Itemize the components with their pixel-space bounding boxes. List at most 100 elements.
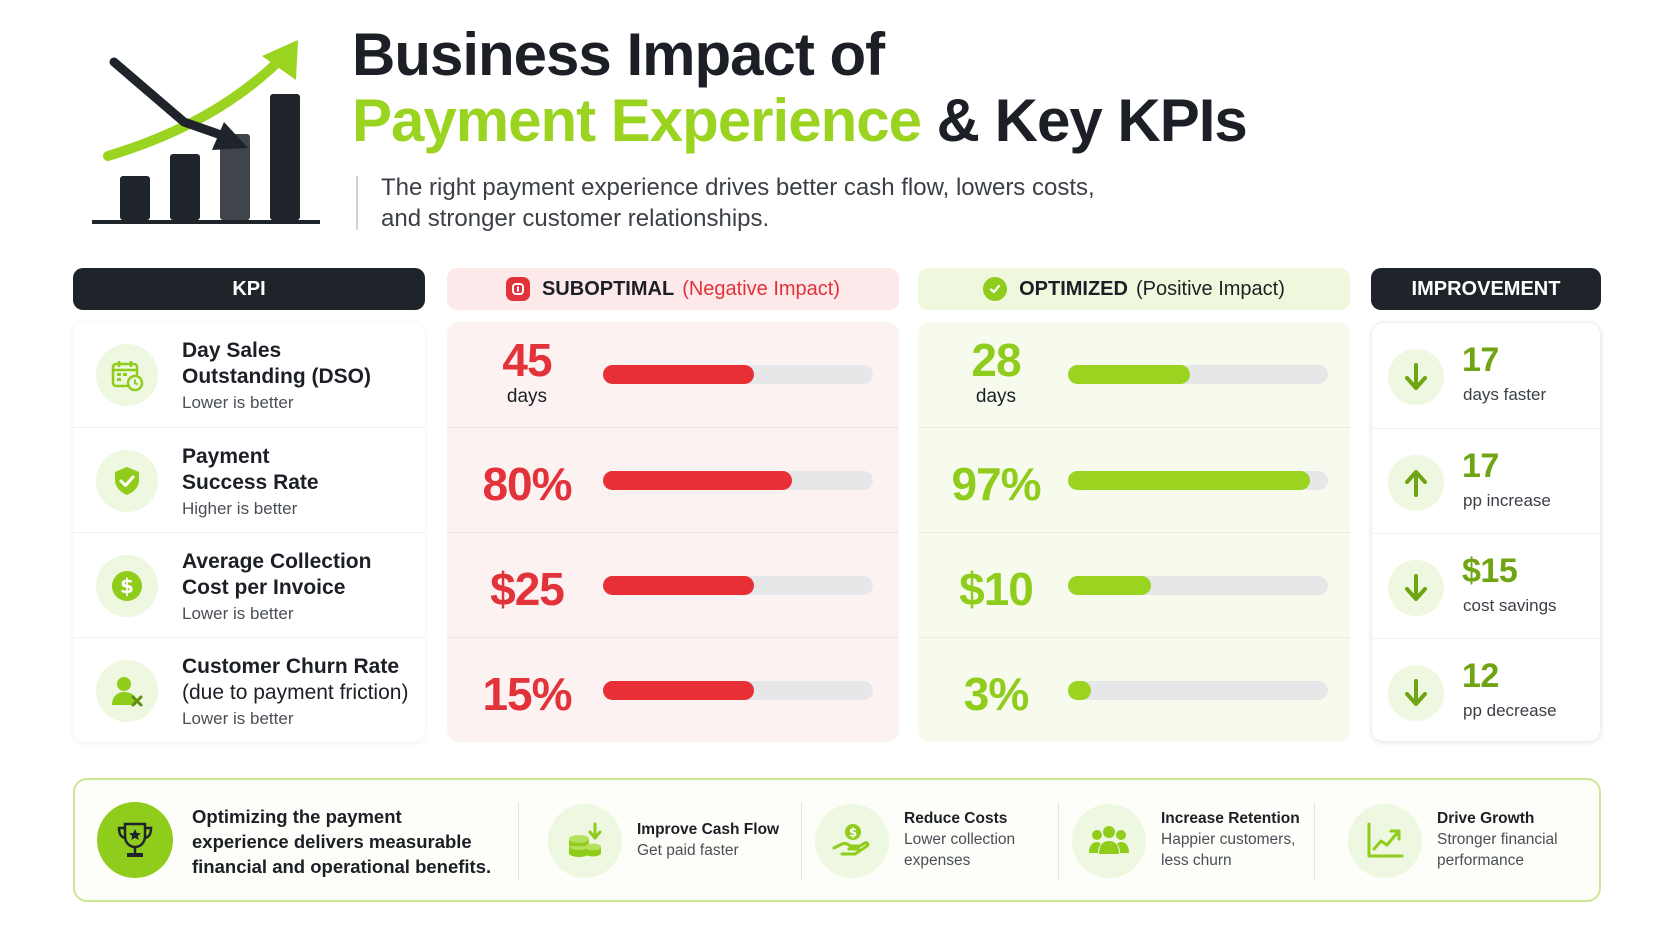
suboptimal-row: 45 days [447, 322, 899, 427]
dollar-icon: $ [96, 555, 158, 617]
kpi-row: Payment Success Rate Higher is better [73, 427, 425, 532]
suboptimal-bar-fill [603, 576, 755, 595]
suboptimal-value: $25 [490, 563, 565, 615]
kpi-column: Day Sales Outstanding (DSO) Lower is bet… [73, 322, 425, 742]
kpi-row: $ Average Collection Cost per Invoice Lo… [73, 532, 425, 637]
svg-text:$: $ [120, 574, 134, 598]
benefit-title: Drive Growth [1437, 810, 1535, 827]
suboptimal-value: 45 [502, 334, 552, 386]
column-header-optimized-note: (Positive Impact) [1135, 277, 1285, 300]
column-header-suboptimal-note: (Negative Impact) [682, 277, 841, 300]
column-header-kpi: KPI [73, 268, 425, 310]
kpi-name-line-2: Success Rate [182, 471, 319, 494]
benefits-footer: Optimizing the payment experience delive… [73, 778, 1601, 902]
suboptimal-bar-track [603, 365, 873, 384]
optimized-bar-track [1068, 471, 1328, 490]
optimized-bar-track [1068, 681, 1328, 700]
subtitle-line-2: and stronger customer relationships. [381, 205, 770, 232]
kpi-name-line-2: Cost per Invoice [182, 576, 346, 599]
benefit-title: Reduce Costs [904, 810, 1008, 827]
kpi-row: Day Sales Outstanding (DSO) Lower is bet… [73, 322, 425, 427]
suboptimal-value: 80% [482, 458, 572, 510]
improvement-value: $15 [1462, 552, 1518, 590]
optimized-unit: days [975, 386, 1017, 407]
improvement-column: 17 days faster 17 pp increase $15 cost s… [1371, 322, 1601, 742]
suboptimal-unit: days [506, 386, 548, 407]
subtitle-divider [356, 176, 358, 230]
footer-lead-text: Optimizing the payment experience delive… [192, 804, 502, 879]
optimized-bar-track [1068, 576, 1328, 595]
suboptimal-row: 80% [447, 427, 899, 532]
arrow-down-icon [1388, 349, 1444, 405]
kpi-direction: Higher is better [182, 499, 298, 518]
svg-text:$: $ [849, 826, 857, 840]
benefit-improve-cash-flow: Improve Cash Flow Get paid faster [548, 802, 788, 882]
growth-chart-hero-icon [92, 40, 320, 224]
title-rest: & Key KPIs [936, 87, 1248, 154]
optimized-bar-track [1068, 365, 1328, 384]
suboptimal-bar-track [603, 576, 873, 595]
column-header-suboptimal-label: SUBOPTIMAL [541, 277, 675, 300]
optimized-row: 28 days [918, 322, 1350, 427]
arrow-down-icon [1388, 560, 1444, 616]
people-icon [1072, 804, 1146, 878]
improvement-note: pp decrease [1463, 701, 1557, 720]
kpi-direction: Lower is better [182, 709, 294, 728]
suboptimal-bar-fill [603, 365, 755, 384]
arrow-up-icon [1388, 455, 1444, 511]
optimized-value: 28 [971, 334, 1021, 386]
benefit-text: Increase Retention Happier customers, le… [1161, 808, 1311, 871]
kpi-direction: Lower is better [182, 393, 294, 412]
benefit-line-1: Happier customers, [1161, 831, 1296, 848]
footer-lead-line-3: financial and operational benefits. [192, 856, 492, 877]
suboptimal-column: 45 days 80% $25 15% [447, 322, 899, 742]
footer-divider [1058, 802, 1059, 880]
kpi-label: Customer Churn Rate (due to payment fric… [182, 654, 422, 731]
improvement-row: $15 cost savings [1372, 533, 1600, 638]
optimized-value: $10 [959, 563, 1034, 615]
kpi-name-line-2: Outstanding (DSO) [182, 365, 371, 388]
footer-lead-line-1: Optimizing the payment [192, 806, 402, 827]
column-header-suboptimal: SUBOPTIMAL (Negative Impact) [447, 268, 899, 310]
benefit-line-2: performance [1437, 852, 1525, 869]
column-header-kpi-label: KPI [232, 277, 266, 300]
benefit-increase-retention: Increase Retention Happier customers, le… [1072, 802, 1312, 882]
optimized-value: 97% [951, 458, 1041, 510]
optimized-bar-fill [1068, 576, 1152, 595]
title-accent: Payment Experience [352, 87, 922, 154]
benefit-text: Reduce Costs Lower collection expenses [904, 808, 1054, 871]
suboptimal-row: $25 [447, 532, 899, 637]
suboptimal-bar-track [603, 681, 873, 700]
improvement-row: 17 days faster [1372, 323, 1600, 428]
kpi-label: Day Sales Outstanding (DSO) Lower is bet… [182, 338, 422, 415]
kpi-name-line-2: (due to payment friction) [182, 681, 409, 704]
kpi-name-line-1: Payment [182, 445, 270, 468]
benefit-text: Drive Growth Stronger financial performa… [1437, 808, 1587, 871]
column-header-improvement: IMPROVEMENT [1371, 268, 1601, 310]
improvement-note: days faster [1463, 385, 1547, 404]
benefit-line-2: less churn [1161, 852, 1232, 869]
kpi-direction: Lower is better [182, 604, 294, 623]
footer-lead-line-2: experience delivers measurable [192, 831, 472, 852]
improvement-row: 12 pp decrease [1372, 638, 1600, 743]
improvement-value: 17 [1462, 341, 1499, 379]
kpi-row: Customer Churn Rate (due to payment fric… [73, 637, 425, 742]
shield-check-icon [96, 450, 158, 512]
benefit-line-1: Stronger financial [1437, 831, 1558, 848]
footer-divider [518, 802, 519, 880]
suboptimal-bar-fill [603, 471, 792, 490]
optimized-row: 3% [918, 637, 1350, 742]
warning-icon [505, 277, 530, 301]
title-line-1: Business Impact of [352, 21, 885, 88]
arrow-down-icon [1388, 665, 1444, 721]
improvement-note: cost savings [1463, 596, 1557, 615]
user-remove-icon [96, 660, 158, 722]
column-header-improvement-label: IMPROVEMENT [1411, 277, 1561, 300]
column-header-optimized-label: OPTIMIZED [1019, 277, 1128, 300]
optimized-bar-fill [1068, 365, 1191, 384]
footer-divider [801, 802, 802, 880]
suboptimal-bar-fill [603, 681, 755, 700]
benefit-drive-growth: Drive Growth Stronger financial performa… [1348, 802, 1588, 882]
benefit-line-1: Lower collection [904, 831, 1016, 848]
growth-chart-icon [1348, 804, 1422, 878]
